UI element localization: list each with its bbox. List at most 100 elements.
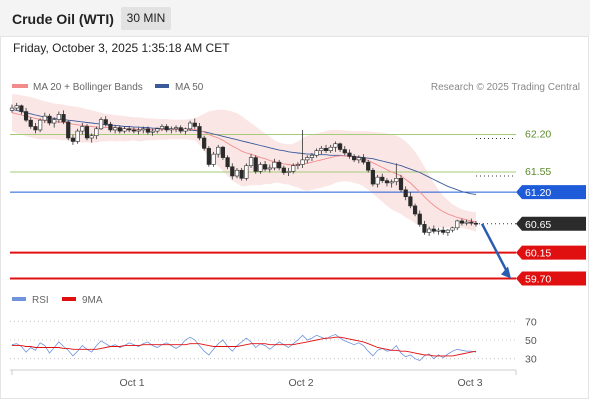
candle-body xyxy=(52,119,57,124)
x-axis: Oct 1 Oct 2 Oct 3 xyxy=(10,369,517,389)
candle-body xyxy=(253,157,258,172)
candle-body xyxy=(75,130,80,142)
candle-body xyxy=(445,229,450,233)
projection-arrow-shaft xyxy=(480,223,510,275)
candle-body xyxy=(337,143,343,150)
candle-body xyxy=(291,165,296,172)
candle-body xyxy=(234,169,240,177)
candle-body xyxy=(422,224,427,233)
candle-body xyxy=(239,169,244,179)
candle-body xyxy=(431,228,436,232)
candle-body xyxy=(272,161,277,169)
price-label-box xyxy=(516,271,586,286)
candle-body xyxy=(159,126,165,130)
ma20-legend-label: MA 20 + Bollinger Bands xyxy=(33,82,143,93)
candle-body xyxy=(455,220,460,229)
candle-body xyxy=(117,127,122,132)
candle-body xyxy=(150,130,155,133)
instrument-title: Crude Oil (WTI) xyxy=(12,11,114,27)
candle-body xyxy=(89,135,94,139)
candle-body xyxy=(136,129,141,132)
x-tick-label: Oct 1 xyxy=(119,377,144,389)
rsi-legend-label: RSI xyxy=(32,295,49,306)
candle-body xyxy=(267,167,272,170)
candle-body xyxy=(56,114,61,120)
price-labels: 62.20 61.55 61.20 60.15 59.70 60.65 xyxy=(516,129,586,286)
price-label: 59.70 xyxy=(525,273,551,285)
chart-frame xyxy=(0,36,589,399)
bollinger-band-fill xyxy=(12,94,476,232)
candle-body xyxy=(412,205,418,215)
projection-arrow-head xyxy=(501,266,511,279)
candle-body xyxy=(356,157,361,161)
candle-body xyxy=(202,137,207,149)
candle-body xyxy=(169,128,174,131)
rsi-panel: 70 50 30 xyxy=(10,316,537,366)
candle-body xyxy=(206,148,211,165)
candle-body xyxy=(178,127,183,132)
ma20-line xyxy=(11,112,477,223)
x-tick-label: Oct 2 xyxy=(288,377,313,389)
candle-body xyxy=(80,126,85,132)
candle-body xyxy=(23,111,29,121)
candle-body xyxy=(469,221,474,224)
candle-body xyxy=(314,150,319,156)
ma50-legend-swatch xyxy=(155,84,169,88)
candle-body xyxy=(464,221,469,224)
candle-body xyxy=(183,128,188,132)
rsi-tick-label: 70 xyxy=(525,316,537,328)
candle-body xyxy=(436,229,441,232)
candle-body xyxy=(84,126,90,139)
moving-averages xyxy=(11,108,477,223)
header-bar: Crude Oil (WTI) 30 MIN xyxy=(0,0,590,36)
timestamp: Friday, October 3, 2025 1:35:18 AM CET xyxy=(13,41,230,55)
candle-body xyxy=(258,164,263,172)
candle-body xyxy=(427,228,432,233)
candle-body xyxy=(375,176,380,185)
candle-body xyxy=(211,153,216,165)
candle-body xyxy=(459,220,465,224)
candle-body xyxy=(122,128,127,132)
candle-body xyxy=(408,196,413,207)
candle-body xyxy=(127,128,132,131)
rsi-tick-label: 50 xyxy=(525,335,537,347)
last-price-label: 60.65 xyxy=(525,219,551,231)
candle-body xyxy=(216,146,221,155)
candle-body xyxy=(473,222,479,225)
candle-body xyxy=(19,105,24,112)
candle-body xyxy=(155,128,160,132)
candle-body xyxy=(286,171,291,173)
candlesticks xyxy=(9,102,479,236)
candle-body xyxy=(94,128,99,136)
price-label: 62.20 xyxy=(525,129,551,141)
candle-body xyxy=(305,157,310,161)
candle-body xyxy=(145,128,151,133)
timeframe-button[interactable]: 30 MIN xyxy=(121,7,171,30)
candle-body xyxy=(33,126,38,131)
candle-body xyxy=(370,169,375,185)
candle-body xyxy=(103,119,108,125)
candle-body xyxy=(113,127,118,131)
candle-body xyxy=(244,165,249,179)
candle-body xyxy=(319,148,324,151)
candle-body xyxy=(281,167,286,173)
ma9-legend-swatch xyxy=(62,297,76,301)
candle-body xyxy=(70,137,76,142)
candle-body xyxy=(380,176,385,181)
candle-body xyxy=(384,180,390,184)
rsi-tick-label: 30 xyxy=(525,354,537,366)
candle-body xyxy=(66,121,71,139)
candle-body xyxy=(220,146,226,158)
candle-body xyxy=(9,107,15,111)
bollinger-bands xyxy=(12,94,476,232)
candle-body xyxy=(347,152,352,157)
candle-body xyxy=(450,227,455,231)
candle-body xyxy=(61,114,66,123)
ma50-legend-label: MA 50 xyxy=(175,82,204,93)
price-label: 60.15 xyxy=(525,248,551,260)
candle-body xyxy=(300,159,305,165)
candle-body xyxy=(333,143,338,148)
candle-body xyxy=(441,229,446,233)
rsi-legend-swatch xyxy=(12,297,26,301)
